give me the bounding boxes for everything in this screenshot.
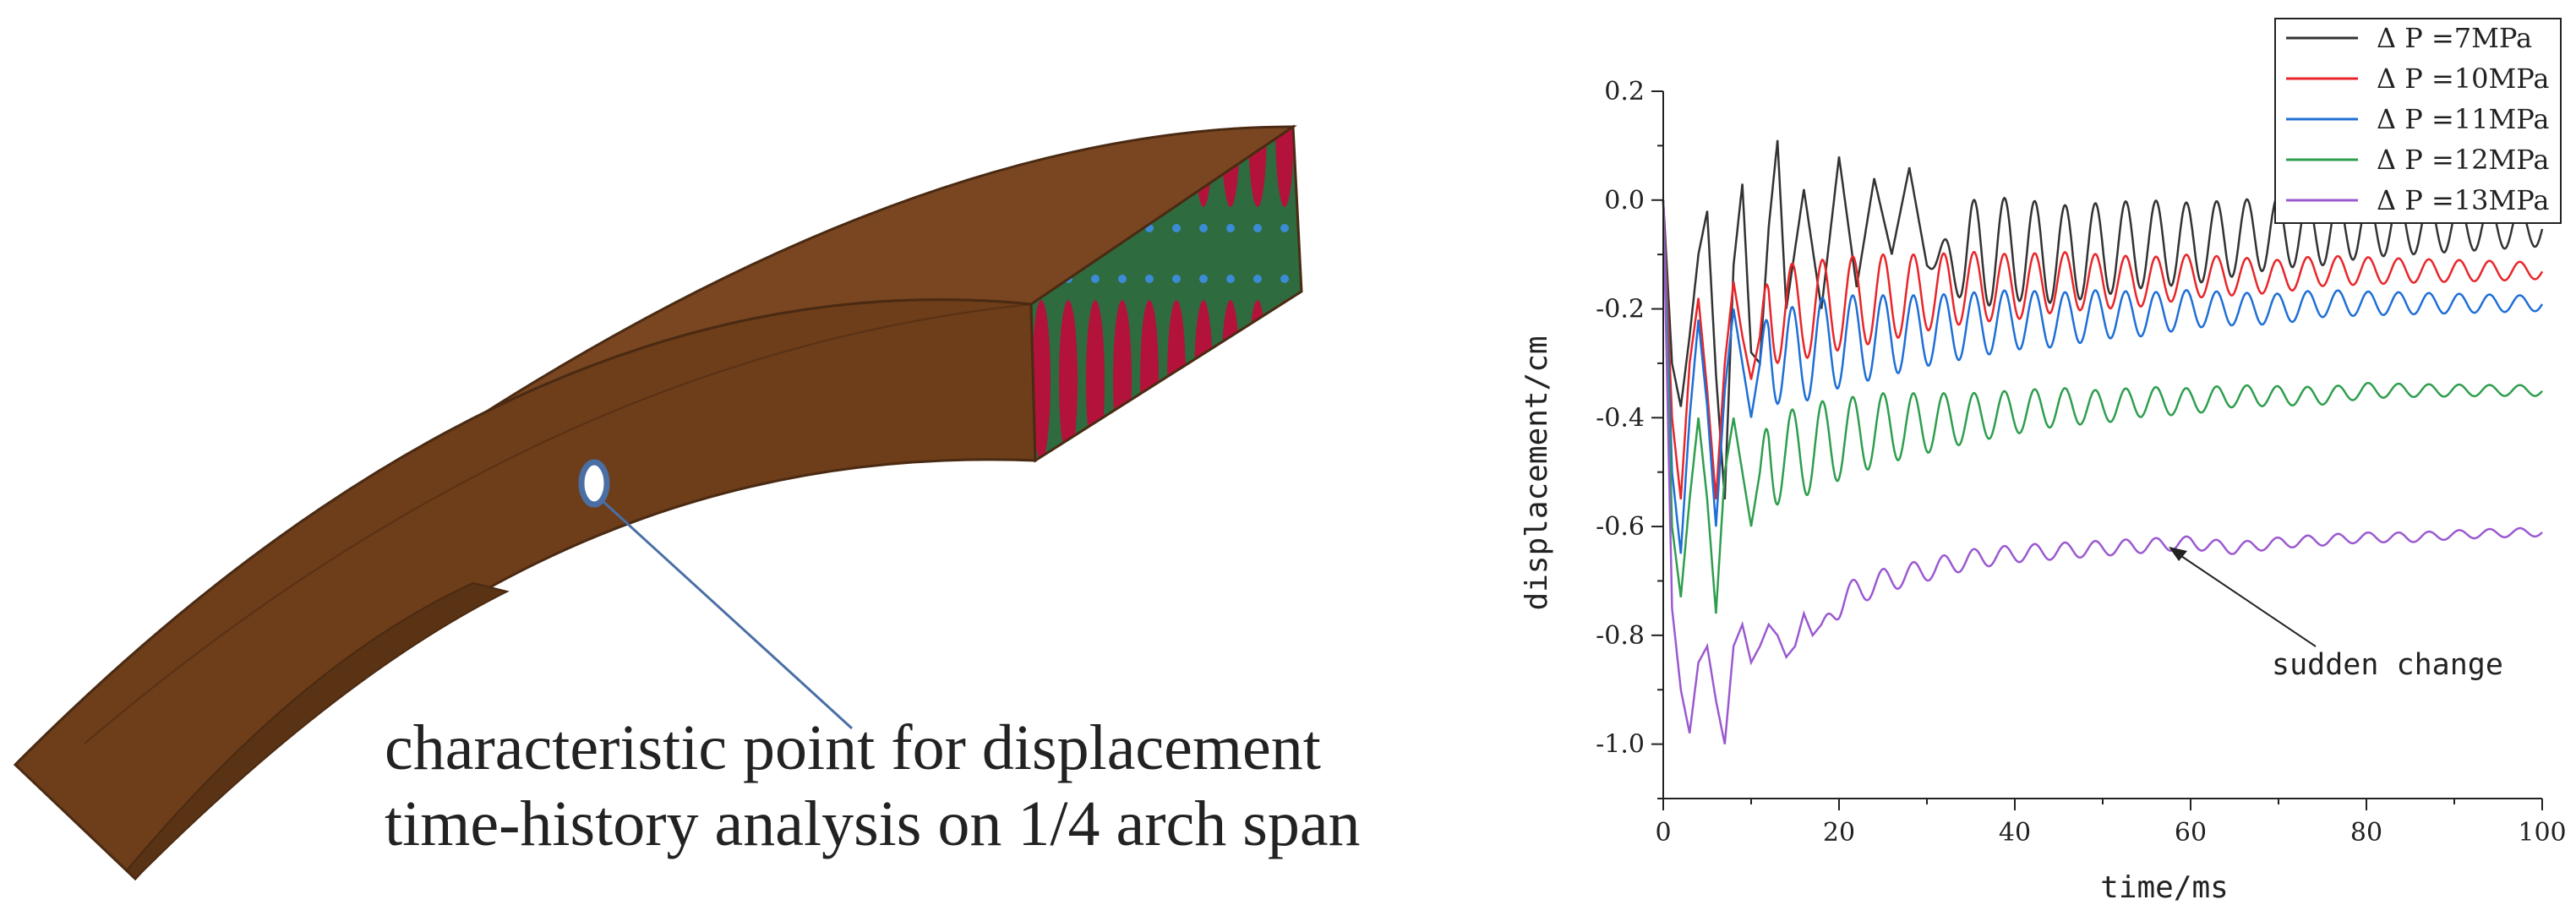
x-tick-label: 80 xyxy=(2350,818,2382,848)
plot-series xyxy=(1662,139,2544,744)
model-caption: characteristic point for displacement ti… xyxy=(385,710,1483,862)
x-axis-title: time/ms xyxy=(2100,870,2229,905)
annotation: sudden change xyxy=(2169,547,2503,682)
x-tick-label: 0 xyxy=(1655,818,1671,848)
caption-line-1: characteristic point for displacement xyxy=(385,712,1321,783)
y-tick-label: -0.2 xyxy=(1596,295,1645,324)
annotation-label: sudden change xyxy=(2272,648,2503,682)
x-tick-label: 60 xyxy=(2175,818,2207,848)
tick-labels: 0 20 40 60 80 100 0.2 0.0 -0.2 -0.4 -0.6 -0.8 -1.0 xyxy=(1596,77,2566,848)
arch-cross-section xyxy=(1029,124,1303,463)
x-tick-label: 100 xyxy=(2518,818,2566,848)
axes xyxy=(1651,90,2543,810)
series-line-3 xyxy=(1662,199,2543,614)
legend-label: Δ P =12MPa xyxy=(2377,144,2549,176)
x-tick-label: 40 xyxy=(1999,818,2031,848)
y-tick-label: -1.0 xyxy=(1596,730,1645,760)
y-tick-label: 0.0 xyxy=(1604,186,1645,215)
legend-label: Δ P =13MPa xyxy=(2377,184,2549,216)
legend-label: Δ P =10MPa xyxy=(2377,63,2549,95)
legend-label: Δ P =11MPa xyxy=(2377,103,2549,135)
series-line-1 xyxy=(1662,199,2544,500)
y-tick-label: -0.4 xyxy=(1596,403,1645,433)
annotation-arrowhead xyxy=(2169,547,2187,561)
series-line-4 xyxy=(1662,199,2543,744)
arch-model-illustration xyxy=(13,124,1303,881)
leader-line xyxy=(600,499,854,730)
caption-line-2: time-history analysis on 1/4 arch span xyxy=(385,788,1361,859)
x-tick-label: 20 xyxy=(1823,818,1855,848)
legend: Δ P =7MPa Δ P =10MPa Δ P =11MPa Δ P =12MPa Δ… xyxy=(2274,18,2562,224)
characteristic-point-marker xyxy=(578,459,610,508)
legend-label: Δ P =7MPa xyxy=(2377,22,2532,54)
displacement-chart: 0 20 40 60 80 100 0.2 0.0 -0.2 -0.4 -0.6 -0.8 -1.0 t… xyxy=(1504,0,2576,916)
annotation-arrow xyxy=(2173,550,2317,647)
y-tick-label: 0.2 xyxy=(1604,77,1645,106)
legend-box xyxy=(2274,18,2562,224)
arch-lower-face xyxy=(125,581,510,881)
y-axis-title: displacement/cm xyxy=(1520,335,1554,610)
y-tick-label: -0.6 xyxy=(1596,512,1645,542)
series-line-2 xyxy=(1662,199,2544,554)
y-tick-label: -0.8 xyxy=(1596,621,1645,651)
